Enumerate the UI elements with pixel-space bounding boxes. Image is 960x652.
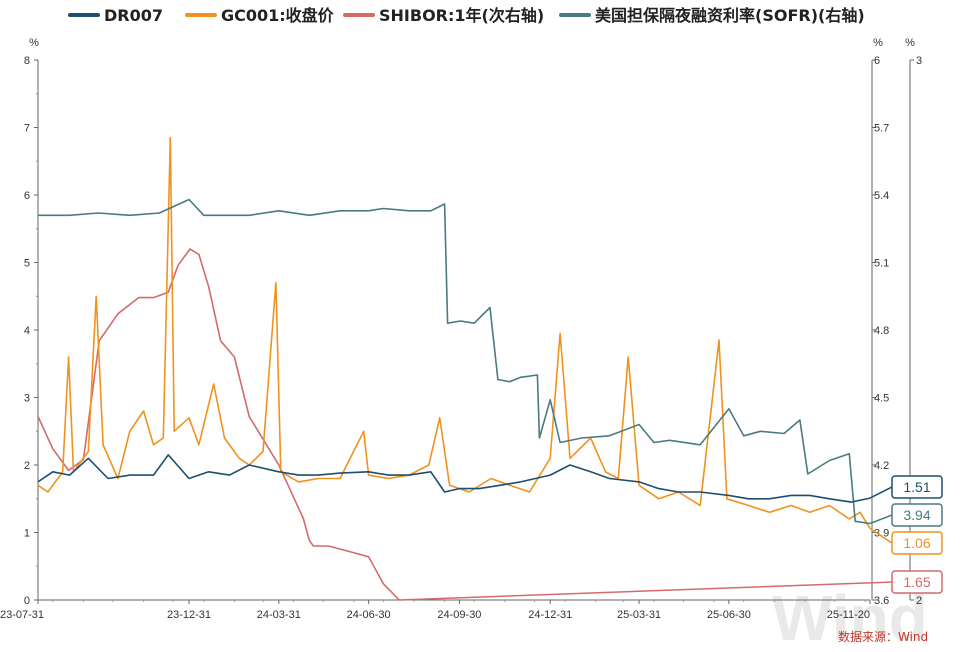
legend-label-dr007: DR007 [104,6,163,25]
y-right-tick-label: 4.2 [874,460,889,472]
end-label-box-shibor-1y [891,570,943,594]
series-line-dr007 [38,454,871,503]
x-tick-label: 25-03-31 [617,609,661,621]
end-label-box-dr007 [891,475,943,499]
y-right-tick-label: 3.6 [874,595,889,607]
series-line-sofr [38,198,871,525]
end-label-dr007: 1.51 [903,479,930,495]
source-note: 数据来源：Wind [838,629,928,644]
y-right-tick-label: 5.4 [874,190,889,202]
end-label-gc001: 1.06 [903,535,930,551]
chart-legend[interactable]: DR007 GC001:收盘价 SHIBOR:1年(次右轴) 美国担保隔夜融资利率(S… [68,6,865,25]
end-value-labels: 1.51 3.94 1.06 1.65 [399,475,943,601]
y-left-tick-label: 8 [24,55,30,67]
y-left-tick-label: 0 [24,595,30,607]
legend-item-shibor-1y[interactable]: SHIBOR:1年(次右轴) [343,6,544,25]
x-tick-label: 24-06-30 [347,609,391,621]
y-left-tick-label: 5 [24,258,30,270]
y-right-tick-label: 5.1 [874,258,889,270]
legend-item-sofr[interactable]: 美国担保隔夜融资利率(SOFR)(右轴) [559,6,865,25]
y-left-tick-label: 2 [24,460,30,472]
y-right-tick-label: 3.9 [874,528,889,540]
y-right-tick-label: 6 [874,55,880,67]
end-label-leader-gc001 [869,527,893,544]
chart-axes: 0 1 2 3 4 5 6 7 8% 3.6 3.9 4.2 4.5 4.8 5.1 5.4 5.7 6% 2 3% 2… [0,37,922,621]
chart-series-layer [38,136,871,601]
legend-label-sofr: 美国担保隔夜融资利率(SOFR)(右轴) [595,6,865,25]
legend-label-shibor-1y: SHIBOR:1年(次右轴) [379,6,544,25]
x-tick-label: 23-07-31 [0,609,44,621]
x-tick-label: 24-12-31 [528,609,572,621]
end-label-leader-dr007 [869,486,893,499]
end-label-shibor-1y: 1.65 [903,574,930,590]
y-right2-tick-label: 3 [916,55,922,67]
x-tick-label: 25-06-30 [707,609,751,621]
end-label-leader-shibor-1y [399,581,893,601]
y-right2-tick-label: 2 [916,595,922,607]
y-left-tick-label: 7 [24,123,30,135]
x-tick-label: 23-12-31 [167,609,211,621]
series-line-gc001 [38,136,871,529]
legend-item-dr007[interactable]: DR007 [68,6,163,25]
y-right2-unit: % [905,37,915,49]
y-left-tick-label: 3 [24,393,30,405]
y-right-unit: % [873,37,883,49]
y-left-tick-label: 1 [24,528,30,540]
series-line-shibor-1y [38,248,400,601]
y-left-tick-label: 4 [24,325,30,337]
y-right-tick-label: 4.8 [874,325,889,337]
legend-item-gc001[interactable]: GC001:收盘价 [185,6,335,25]
end-label-box-sofr [891,503,943,527]
end-label-leader-sofr [869,514,893,525]
x-tick-label: 24-09-30 [437,609,481,621]
end-label-box-gc001 [891,531,943,555]
legend-label-gc001: GC001:收盘价 [221,6,335,25]
y-right-tick-label: 5.7 [874,123,889,135]
y-left-tick-label: 6 [24,190,30,202]
end-label-sofr: 3.94 [903,507,930,523]
x-tick-label: 25-11-20 [827,609,870,621]
y-right-tick-label: 4.5 [874,393,889,405]
x-tick-label: 24-03-31 [257,609,301,621]
y-left-unit: % [29,37,39,49]
